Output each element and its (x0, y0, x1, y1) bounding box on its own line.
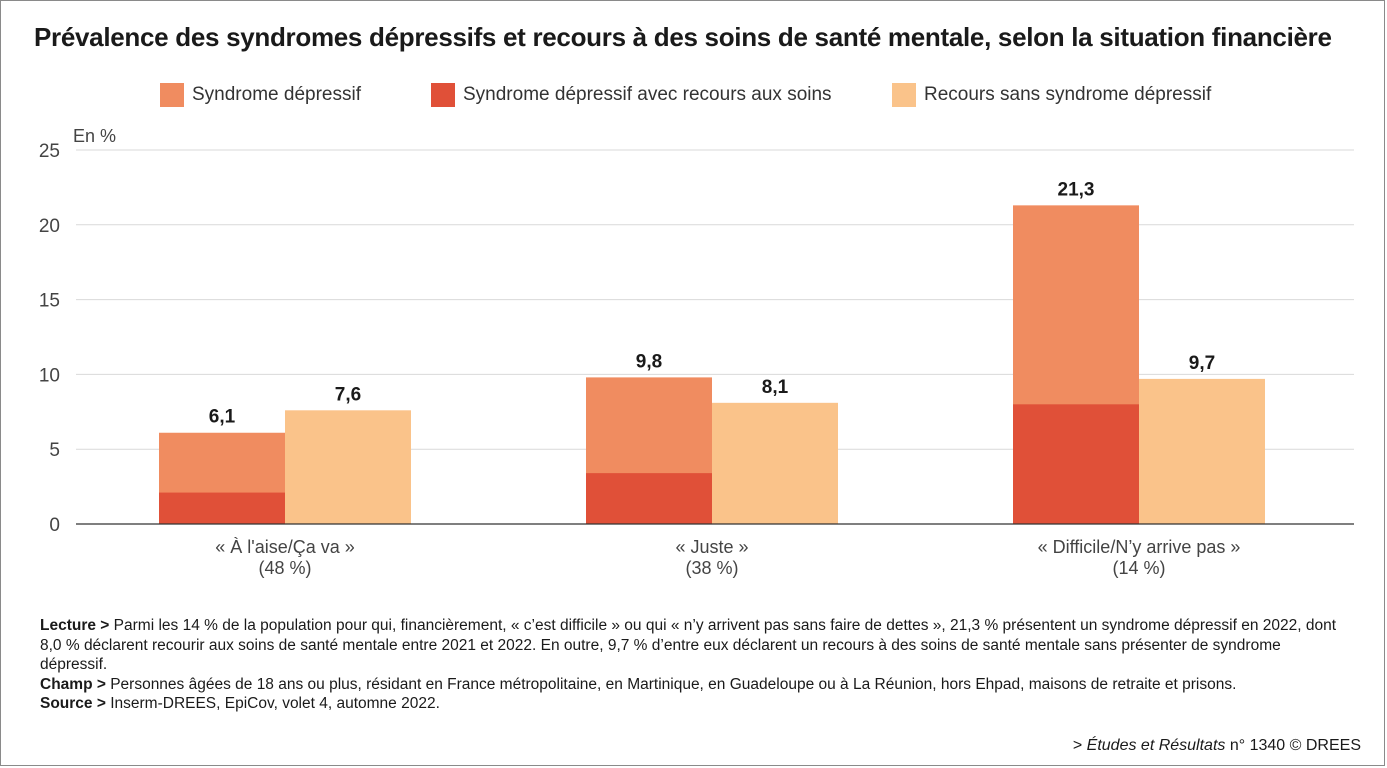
legend-swatch-recours-sans (892, 83, 916, 107)
x-category-share: (14 %) (1112, 558, 1165, 578)
note-lecture: Lecture > Parmi les 14 % de la populatio… (40, 616, 1340, 675)
data-label-syndrome: 9,8 (636, 351, 662, 372)
chart-title: Prévalence des syndromes dépressifs et r… (34, 22, 1332, 52)
publication-credit: > Études et Résultats n° 1340 © DREES (1073, 737, 1361, 755)
legend-swatch-syndrome (160, 83, 184, 107)
note-source-text: Inserm-DREES, EpiCov, volet 4, automne 2… (105, 695, 440, 712)
legend-label-syndrome: Syndrome dépressif (192, 84, 361, 105)
y-tick-label: 25 (39, 141, 60, 162)
data-label-recours-sans: 7,6 (335, 384, 361, 405)
bar-syndrome-avec-recours (586, 473, 712, 524)
note-source-label: Source > (40, 695, 106, 712)
legend-label-recours-sans: Recours sans syndrome dépressif (924, 84, 1212, 105)
legend-item-syndrome-recours: Syndrome dépressif avec recours aux soin… (431, 82, 832, 108)
chart-notes: Lecture > Parmi les 14 % de la populatio… (40, 616, 1340, 714)
y-tick-label: 5 (49, 440, 60, 461)
x-category-label: « Juste » (675, 537, 748, 557)
data-label-recours-sans: 9,7 (1189, 353, 1215, 374)
bar-recours-sans-syndrome (285, 410, 411, 524)
bar-syndrome-avec-recours (159, 492, 285, 524)
y-axis-unit-label: En % (73, 126, 116, 146)
legend-label-syndrome-recours: Syndrome dépressif avec recours aux soin… (463, 84, 832, 105)
note-lecture-text: Parmi les 14 % de la population pour qui… (40, 617, 1337, 673)
legend-swatch-syndrome-recours (431, 83, 455, 107)
x-category-label: « Difficile/N’y arrive pas » (1038, 537, 1241, 557)
data-label-syndrome: 6,1 (209, 407, 236, 428)
legend-item-syndrome: Syndrome dépressif (160, 82, 361, 108)
credit-suffix: n° 1340 © DREES (1225, 737, 1361, 754)
credit-publication: Études et Résultats (1086, 737, 1226, 754)
bar-recours-sans-syndrome (712, 402, 838, 524)
x-category-share: (38 %) (685, 558, 738, 578)
note-source: Source > Inserm-DREES, EpiCov, volet 4, … (40, 694, 1340, 714)
x-category-share: (48 %) (258, 558, 311, 578)
data-label-syndrome: 21,3 (1058, 179, 1095, 200)
y-tick-label: 15 (39, 291, 60, 312)
note-lecture-label: Lecture > (40, 617, 110, 634)
bar-recours-sans-syndrome (1139, 378, 1265, 524)
note-champ-text: Personnes âgées de 18 ans ou plus, résid… (105, 675, 1237, 693)
bar-chart: En % 0 5 10 15 20 25 6,1 7,6 « À l'aise/Ça va »(4… (39, 126, 1354, 578)
x-category-label: « À l'aise/Ça va » (215, 537, 355, 557)
y-tick-label: 20 (39, 216, 60, 237)
data-label-recours-sans: 8,1 (762, 377, 789, 398)
legend-item-recours-sans: Recours sans syndrome dépressif (892, 82, 1211, 108)
bar-syndrome-avec-recours (1013, 404, 1139, 524)
credit-prefix: > (1072, 737, 1087, 754)
y-tick-label: 10 (39, 365, 60, 386)
note-champ-label: Champ > (40, 675, 106, 693)
note-champ: Champ > Personnes âgées de 18 ans ou plu… (40, 675, 1340, 695)
y-tick-label: 0 (49, 515, 60, 536)
